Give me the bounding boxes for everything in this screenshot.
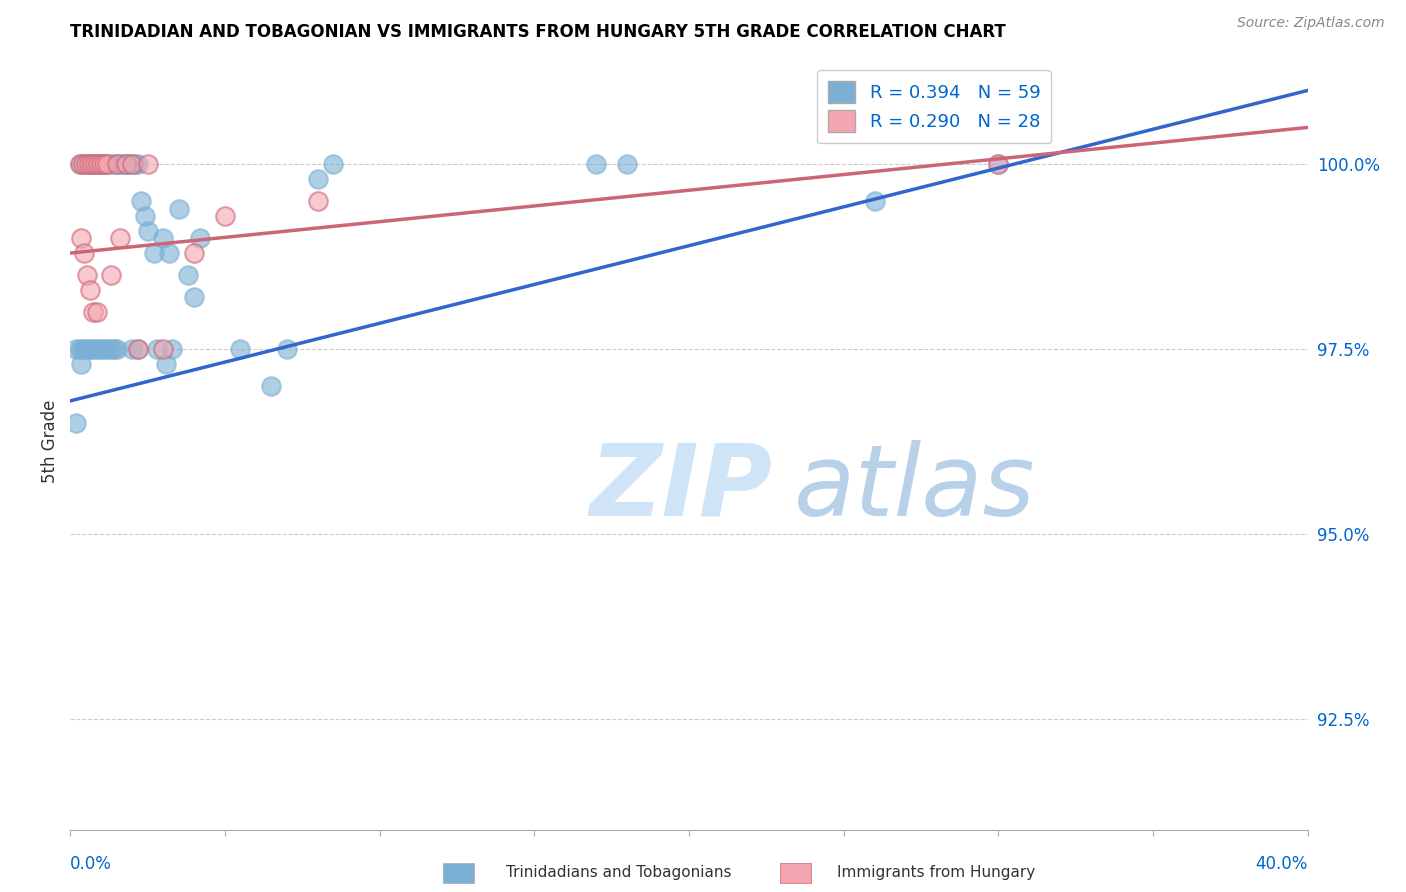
Point [76,268,98,283]
Point [90,157,112,171]
Text: Immigrants from Hungary: Immigrants from Hungary [837,865,1035,880]
Point [84,157,107,171]
Point [105,157,128,171]
Text: Trinidadians and Tobagonians: Trinidadians and Tobagonians [506,865,731,880]
Text: TRINIDADIAN AND TOBAGONIAN VS IMMIGRANTS FROM HUNGARY 5TH GRADE CORRELATION CHAR: TRINIDADIAN AND TOBAGONIAN VS IMMIGRANTS… [70,23,1007,41]
Point [616,157,638,171]
Y-axis label: 5th Grade: 5th Grade [41,400,59,483]
Text: Source: ZipAtlas.com: Source: ZipAtlas.com [1237,16,1385,30]
Point [84,157,107,171]
Point [75,157,97,171]
Point [115,157,138,171]
Point [72,157,94,171]
Point [103,342,125,356]
Point [162,342,184,356]
Point [183,246,205,260]
Point [75,157,97,171]
Point [131,194,153,209]
Point [127,157,149,171]
Point [127,342,149,356]
Point [96,157,118,171]
Point [80,342,103,356]
Text: ZIP: ZIP [591,440,773,537]
Point [75,342,97,356]
Point [111,157,134,171]
Point [188,231,211,245]
Point [276,342,298,356]
Point [121,157,143,171]
Text: atlas: atlas [794,440,1036,537]
Point [87,157,110,171]
Point [987,157,1010,171]
Point [115,157,138,171]
Point [167,202,190,216]
Point [136,224,159,238]
Point [69,342,91,356]
Point [80,157,103,171]
Legend: R = 0.394   N = 59, R = 0.290   N = 28: R = 0.394 N = 59, R = 0.290 N = 28 [817,70,1052,144]
Point [87,342,110,356]
Point [322,157,344,171]
Point [70,357,93,371]
Point [80,157,103,171]
Point [146,342,169,356]
Point [93,157,115,171]
Point [124,157,146,171]
Point [585,157,607,171]
Point [987,157,1010,171]
Point [69,157,91,171]
Point [65,342,87,356]
Point [136,157,159,171]
Point [103,157,125,171]
Point [86,305,108,319]
Point [84,342,107,356]
Point [108,157,131,171]
Point [863,194,886,209]
Point [105,342,128,356]
Text: 0.0%: 0.0% [70,855,112,873]
Point [77,157,100,171]
Point [79,283,101,297]
Point [65,416,87,430]
Point [73,246,96,260]
Point [214,209,236,223]
Point [100,268,122,283]
Point [157,246,180,260]
Point [70,231,93,245]
Point [96,342,118,356]
Point [72,342,94,356]
Point [93,157,115,171]
Point [77,342,100,356]
Point [183,290,205,304]
Point [155,357,177,371]
Point [134,209,156,223]
Point [82,305,105,319]
Point [177,268,200,283]
Point [100,157,122,171]
Point [108,231,131,245]
Point [152,342,174,356]
Point [77,157,100,171]
Point [93,342,115,356]
Point [142,246,165,260]
Point [90,342,112,356]
Point [307,194,329,209]
Point [127,342,149,356]
Point [96,157,118,171]
Point [118,157,141,171]
Point [260,379,283,393]
Point [87,157,110,171]
Point [105,157,128,171]
Point [152,231,174,245]
Text: 40.0%: 40.0% [1256,855,1308,873]
Point [121,342,143,356]
Point [69,157,91,171]
Point [100,342,122,356]
Point [307,172,329,186]
Point [229,342,252,356]
Point [90,157,112,171]
Point [121,157,143,171]
